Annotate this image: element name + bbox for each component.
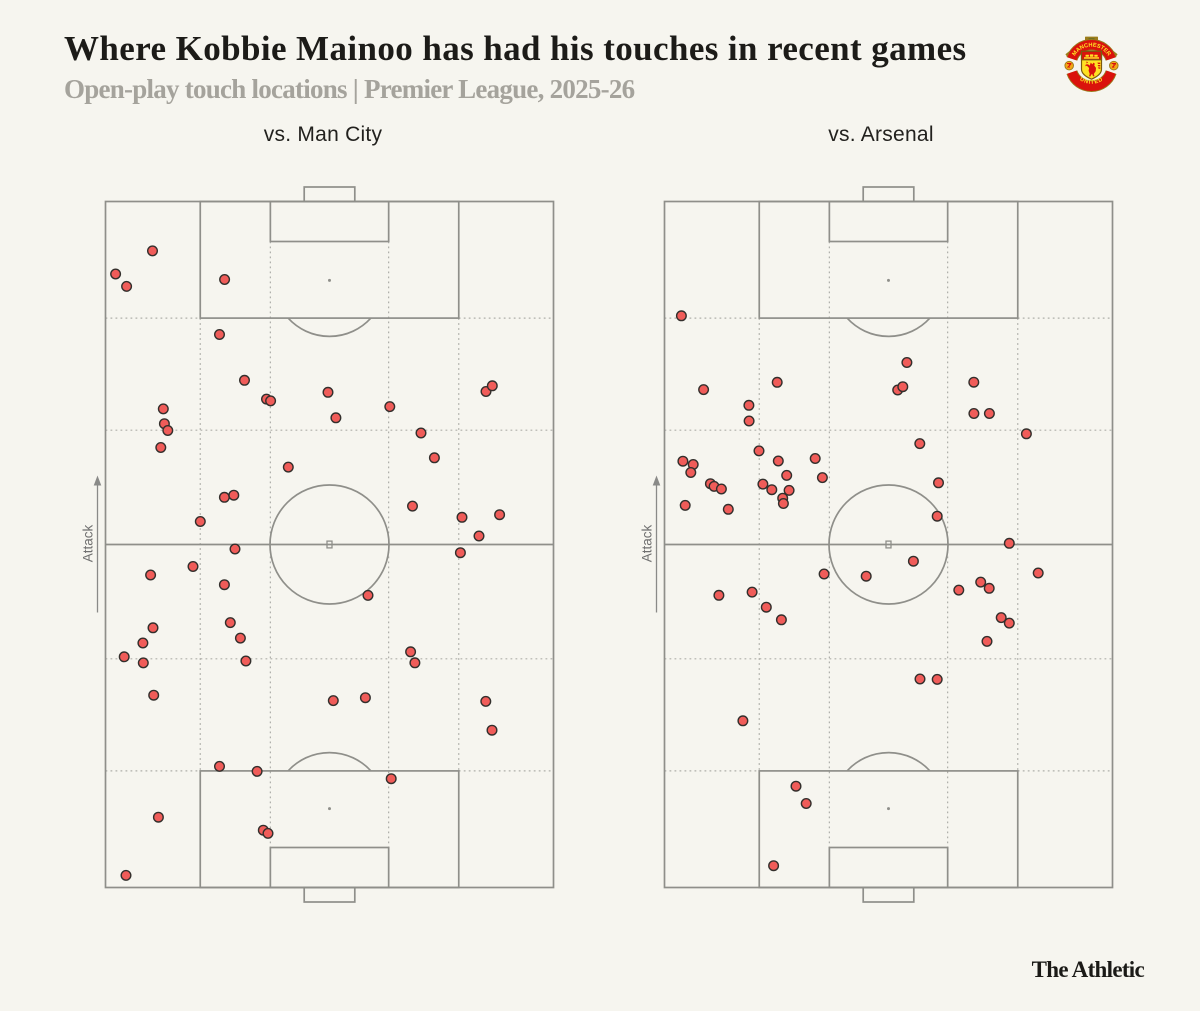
svg-text:Attack: Attack: [81, 524, 96, 562]
svg-text:UNITED: UNITED: [1079, 77, 1105, 86]
svg-text:Attack: Attack: [640, 524, 655, 562]
